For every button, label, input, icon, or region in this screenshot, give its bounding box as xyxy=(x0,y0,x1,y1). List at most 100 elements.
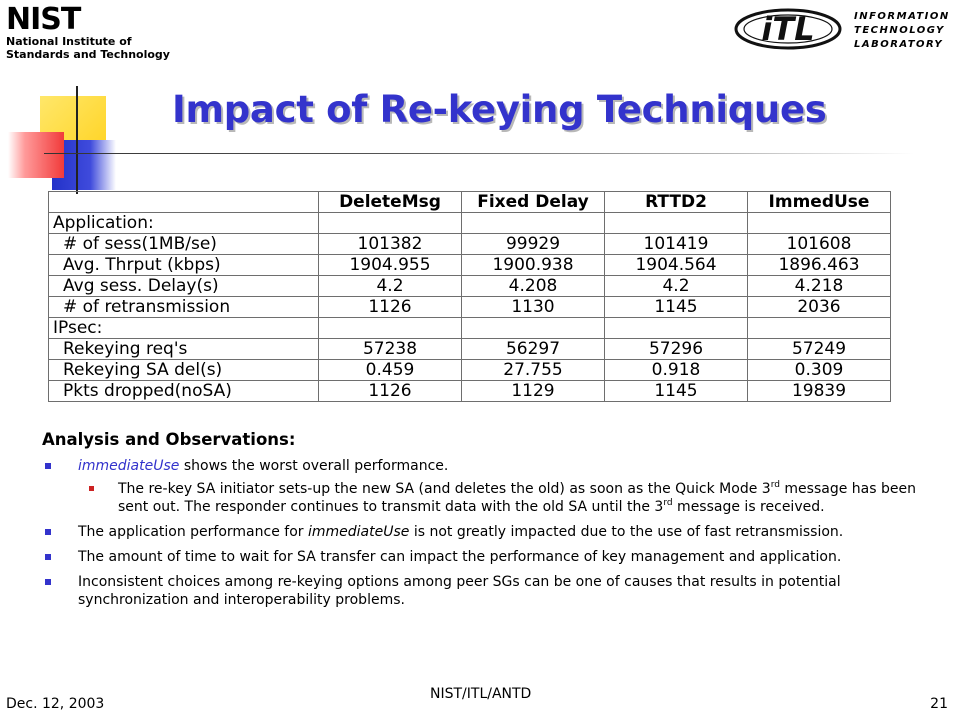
bullet-square-icon xyxy=(45,579,51,585)
table-cell: 101419 xyxy=(604,233,748,255)
table-header-row: DeleteMsg Fixed Delay RTTD2 ImmedUse xyxy=(48,191,891,213)
table-cell: 57296 xyxy=(604,338,748,360)
itl-logo-line2: TECHNOLOGY xyxy=(854,25,945,36)
sub-bullet-square-icon xyxy=(89,486,94,491)
table-cell: 101382 xyxy=(318,233,462,255)
table-cell: 4.2 xyxy=(604,275,748,297)
table-cell xyxy=(604,212,748,234)
itl-logo-line3: LABORATORY xyxy=(854,39,944,50)
table-cell: 1900.938 xyxy=(461,254,605,276)
table-cell xyxy=(461,317,605,339)
table-cell: 0.918 xyxy=(604,359,748,381)
table-row-label: Avg. Thrput (kbps) xyxy=(48,254,319,276)
table-row: Pkts dropped(noSA) 1126 1129 1145 19839 xyxy=(48,380,891,402)
table-cell: 1126 xyxy=(318,380,462,402)
table-cell: 2036 xyxy=(747,296,891,318)
bullet-item: immediateUse shows the worst overall per… xyxy=(42,457,942,475)
sub-bullet-text-2: message has been sent out. The responder… xyxy=(118,481,916,515)
sub-bullet-text-3: message is received. xyxy=(672,499,825,515)
table-row: Avg sess. Delay(s) 4.2 4.208 4.2 4.218 xyxy=(48,275,891,297)
table-column-header: Fixed Delay xyxy=(461,191,605,213)
table-cell: 1145 xyxy=(604,296,748,318)
table-header-blank xyxy=(48,191,319,213)
bullet-emphasis: immediateUse xyxy=(78,458,180,474)
bullet-item: The application performance for immediat… xyxy=(42,523,942,541)
sub-bullet-text-1: The re-key SA initiator sets-up the new … xyxy=(118,481,771,497)
table-row-label: # of retransmission xyxy=(48,296,319,318)
superscript: rd xyxy=(770,480,780,490)
itl-logo: iTL INFORMATION TECHNOLOGY LABORATORY xyxy=(734,6,956,52)
table-cell: 4.208 xyxy=(461,275,605,297)
bullet-emphasis: immediateUse xyxy=(307,524,410,540)
table-cell: 0.459 xyxy=(318,359,462,381)
table-cell: 1130 xyxy=(461,296,605,318)
bullet-item: Inconsistent choices among re-keying opt… xyxy=(42,573,942,609)
bullet-text: Inconsistent choices among re-keying opt… xyxy=(78,574,841,608)
decor-vertical-line xyxy=(76,86,78,194)
table-row-label: # of sess(1MB/se) xyxy=(48,233,319,255)
table-cell: 1126 xyxy=(318,296,462,318)
table-cell: 4.2 xyxy=(318,275,462,297)
table-cell: 57249 xyxy=(747,338,891,360)
itl-logo-mark: iTL xyxy=(734,8,842,50)
nist-logo: NIST National Institute of Standards and… xyxy=(6,2,170,62)
bullet-item: The amount of time to wait for SA transf… xyxy=(42,548,942,566)
bullet-text: shows the worst overall performance. xyxy=(179,458,449,474)
table-cell xyxy=(318,317,462,339)
table-column-header: RTTD2 xyxy=(604,191,748,213)
table-cell: 1129 xyxy=(461,380,605,402)
decor-horizontal-line xyxy=(44,153,914,154)
table-row: IPsec: xyxy=(48,317,891,339)
bullet-text: The amount of time to wait for SA transf… xyxy=(78,549,842,565)
results-table: DeleteMsg Fixed Delay RTTD2 ImmedUse Applica… xyxy=(48,191,891,402)
table-column-header: DeleteMsg xyxy=(318,191,462,213)
svg-text:iTL: iTL xyxy=(761,10,814,48)
itl-logo-line1: INFORMATION xyxy=(854,11,950,22)
table-row: # of retransmission 1126 1130 1145 2036 xyxy=(48,296,891,318)
bullet-square-icon xyxy=(45,529,51,535)
nist-logo-word: NIST xyxy=(6,2,81,37)
table-cell xyxy=(747,212,891,234)
table-row-label: Pkts dropped(noSA) xyxy=(48,380,319,402)
table-row-label: Rekeying SA del(s) xyxy=(48,359,319,381)
table-cell: 1896.463 xyxy=(747,254,891,276)
table-row-label: Rekeying req's xyxy=(48,338,319,360)
superscript: rd xyxy=(663,498,673,508)
table-row: # of sess(1MB/se) 101382 99929 101419 101608 xyxy=(48,233,891,255)
table-cell: 1904.955 xyxy=(318,254,462,276)
nist-logo-line2: Standards and Technology xyxy=(6,48,170,61)
bullet-text-post: is not greatly impacted due to the use o… xyxy=(409,524,844,540)
slide-title: Impact of Re-keying Techniques xyxy=(172,88,827,131)
footer-page-number: 21 xyxy=(930,696,948,712)
nist-logo-line1: National Institute of xyxy=(6,35,132,48)
table-cell xyxy=(318,212,462,234)
bullet-text-pre: The application performance for xyxy=(78,524,308,540)
table-cell: 99929 xyxy=(461,233,605,255)
table-cell: 27.755 xyxy=(461,359,605,381)
sub-bullet-item: The re-key SA initiator sets-up the new … xyxy=(42,480,942,516)
table-cell xyxy=(461,212,605,234)
table-column-header: ImmedUse xyxy=(747,191,891,213)
table-section-label: Application: xyxy=(48,212,319,234)
footer-date: Dec. 12, 2003 xyxy=(6,696,105,712)
bullet-square-icon xyxy=(45,554,51,560)
table-cell: 56297 xyxy=(461,338,605,360)
analysis-section: Analysis and Observations: immediateUse … xyxy=(42,430,942,616)
table-row: Avg. Thrput (kbps) 1904.955 1900.938 1904.5… xyxy=(48,254,891,276)
analysis-heading: Analysis and Observations: xyxy=(42,430,296,449)
table-cell xyxy=(604,317,748,339)
table-cell: 1904.564 xyxy=(604,254,748,276)
table-row: Rekeying req's 57238 56297 57296 57249 xyxy=(48,338,891,360)
table-cell: 0.309 xyxy=(747,359,891,381)
decor-red-square xyxy=(8,132,64,178)
table-row: Rekeying SA del(s) 0.459 27.755 0.918 0.309 xyxy=(48,359,891,381)
table-cell: 101608 xyxy=(747,233,891,255)
table-cell: 57238 xyxy=(318,338,462,360)
table-cell: 1145 xyxy=(604,380,748,402)
table-section-label: IPsec: xyxy=(48,317,319,339)
table-cell: 4.218 xyxy=(747,275,891,297)
bullet-square-icon xyxy=(45,463,51,469)
table-cell: 19839 xyxy=(747,380,891,402)
table-cell xyxy=(747,317,891,339)
table-row: Application: xyxy=(48,212,891,234)
